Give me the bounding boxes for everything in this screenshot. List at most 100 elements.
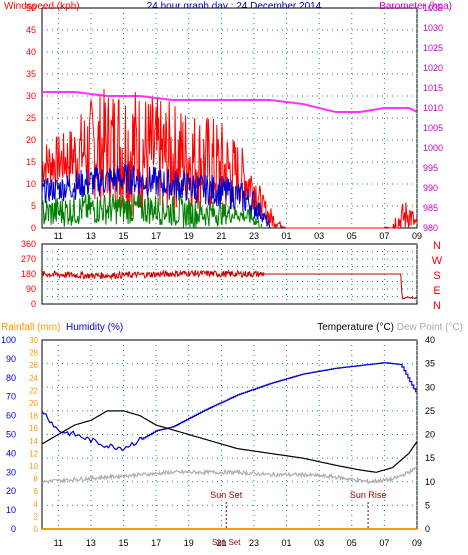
temperature-tick-label: 5: [425, 500, 430, 510]
temperature-x-tick-label: 05: [347, 538, 357, 548]
humidity-tick-label: 80: [6, 373, 16, 383]
wind-tick-label: 30: [26, 91, 36, 101]
wind-x-tick-label: 07: [379, 231, 389, 241]
wind-tick-label: 15: [26, 157, 36, 167]
rainfall-tick-label: 20: [29, 399, 38, 408]
rainfall-tick-label: 22: [29, 386, 38, 395]
rainfall-tick-label: 10: [29, 462, 38, 471]
wind-tick-label: 20: [26, 135, 36, 145]
temperature-tick-label: 10: [425, 477, 435, 487]
chart-title: 24 hour graph day : 24 December 2014: [147, 1, 322, 12]
barometer-tick-label: 1005: [423, 123, 443, 133]
temperature-axis-label: Temperature (°C): [317, 322, 394, 333]
wind-x-tick-label: 15: [119, 231, 129, 241]
humidity-line: [41, 362, 417, 452]
wind-x-tick-label: 11: [54, 231, 63, 241]
barometer-axis-label: Barometer (hpa): [379, 1, 452, 12]
direction-tick-label: 0: [31, 299, 36, 309]
barometer-tick-label: 1020: [423, 63, 443, 73]
direction-tick-label: 180: [21, 269, 36, 279]
barometer-tick-label: 990: [423, 183, 438, 193]
temperature-x-tick-label: 15: [119, 538, 129, 548]
barometer-tick-label: 980: [423, 223, 438, 233]
compass-label: S: [433, 270, 440, 282]
temperature-x-tick-label: 13: [86, 538, 96, 548]
barometer-tick-label: 985: [423, 203, 438, 213]
barometer-tick-label: 1015: [423, 83, 443, 93]
temperature-panel-frame: [41, 339, 418, 530]
wind-x-tick-label: 05: [347, 231, 357, 241]
humidity-tick-label: 20: [6, 486, 16, 496]
barometer-tick-label: 1000: [423, 143, 443, 153]
rainfall-tick-label: 16: [29, 424, 38, 433]
dew-point-c-line: [41, 466, 418, 485]
humidity-tick-label: 30: [6, 467, 16, 477]
wind-panel-frame: [41, 7, 418, 229]
rainfall-tick-label: 6: [34, 487, 39, 496]
rainfall-tick-label: 24: [29, 374, 38, 383]
sunset-bottom-label: Sun Set: [212, 538, 241, 547]
humidity-tick-label: 70: [6, 392, 16, 402]
temperature-tick-label: 25: [425, 406, 435, 416]
wind-x-tick-label: 13: [86, 231, 96, 241]
temperature-tick-label: 15: [425, 453, 435, 463]
wind-tick-label: 5: [31, 201, 36, 211]
sunset-label: Sun Set: [210, 490, 243, 500]
rainfall-tick-label: 28: [29, 349, 38, 358]
compass-label: N: [433, 240, 441, 252]
wind-x-tick-label: 09: [412, 231, 422, 241]
direction-tick-label: 270: [21, 254, 36, 264]
humidity-tick-label: 10: [6, 505, 16, 515]
temperature-x-tick-label: 23: [249, 538, 259, 548]
wind-x-tick-label: 23: [249, 231, 259, 241]
wind-tick-label: 45: [26, 25, 36, 35]
rainfall-axis-label: Rainfall (mm): [1, 322, 60, 333]
temperature-tick-label: 35: [425, 359, 435, 369]
wind-x-tick-label: 21: [216, 231, 226, 241]
temperature-tick-label: 0: [425, 524, 430, 534]
rainfall-tick-label: 30: [29, 336, 38, 345]
temperature-x-tick-label: 19: [184, 538, 194, 548]
temperature-x-tick-label: 21: [216, 538, 226, 548]
sunrise-label: Sun Rise: [350, 490, 387, 500]
barometer-tick-label: 1030: [423, 23, 443, 33]
barometer-tick-label: 1025: [423, 43, 443, 53]
wind-tick-label: 50: [26, 3, 36, 13]
humidity-tick-label: 90: [6, 354, 16, 364]
wind-tick-label: 25: [26, 113, 36, 123]
wind-x-tick-label: 03: [314, 231, 324, 241]
humidity-axis-label: Humidity (%): [66, 322, 123, 333]
rainfall-tick-label: 8: [34, 475, 39, 484]
rainfall-tick-label: 18: [29, 412, 38, 421]
direction-tick-label: 90: [26, 284, 36, 294]
temperature-x-tick-label: 03: [314, 538, 324, 548]
temperature-x-tick-label: 11: [54, 538, 63, 548]
wind-x-tick-label: 17: [151, 231, 161, 241]
compass-label: W: [432, 255, 443, 267]
barometer-tick-label: 995: [423, 163, 438, 173]
temperature-x-tick-label: 01: [282, 538, 292, 548]
temperature-x-tick-label: 09: [412, 538, 422, 548]
direction-tick-label: 360: [21, 239, 36, 249]
barometer-tick-label: 1035: [423, 3, 443, 13]
wind-series-2: [41, 163, 271, 229]
wind-tick-label: 35: [26, 69, 36, 79]
humidity-tick-label: 60: [6, 411, 16, 421]
barometer-tick-label: 1010: [423, 103, 443, 113]
wind-tick-label: 40: [26, 47, 36, 57]
wind-series-3: [41, 193, 263, 229]
humidity-tick-label: 100: [1, 335, 16, 345]
humidity-tick-label: 50: [6, 430, 16, 440]
temperature-tick-label: 20: [425, 430, 435, 440]
humidity-tick-label: 0: [11, 524, 16, 534]
rainfall-tick-label: 2: [34, 512, 39, 521]
windspeed-axis-label: Windspeed (kph): [4, 1, 80, 12]
temperature-x-tick-label: 17: [151, 538, 161, 548]
wind-series-1: [41, 88, 418, 230]
wind-x-tick-label: 01: [282, 231, 292, 241]
temperature-x-tick-label: 07: [379, 538, 389, 548]
dewpoint-axis-label: Dew Point (°C): [397, 322, 463, 333]
wind-tick-label: 0: [31, 223, 36, 233]
temperature-tick-label: 30: [425, 382, 435, 392]
temperature-tick-label: 40: [425, 335, 435, 345]
